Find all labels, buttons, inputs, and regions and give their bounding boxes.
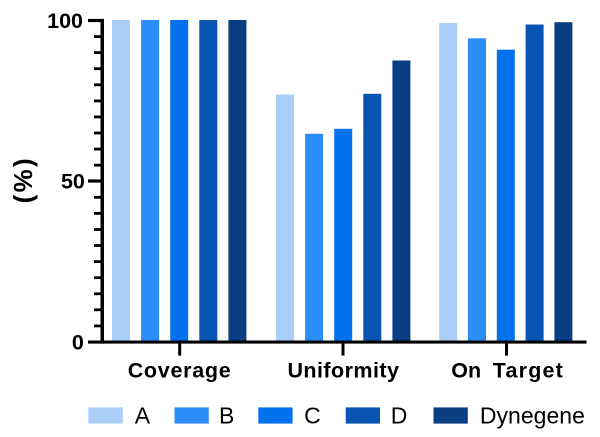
svg-text:B: B: [219, 403, 234, 429]
svg-text:A: A: [135, 403, 151, 429]
svg-text:Dynegene: Dynegene: [480, 403, 585, 429]
svg-text:C: C: [304, 403, 321, 429]
svg-text:100: 100: [47, 9, 83, 33]
svg-text:0: 0: [72, 331, 84, 355]
svg-text:D: D: [391, 403, 408, 429]
svg-text:Coverage: Coverage: [128, 359, 231, 383]
svg-text:Uniformity: Uniformity: [287, 359, 399, 383]
svg-text:On: On: [451, 359, 481, 383]
svg-text:50: 50: [61, 170, 85, 194]
svg-text:Target: Target: [493, 359, 563, 383]
svg-text:(%): (%): [8, 158, 38, 203]
